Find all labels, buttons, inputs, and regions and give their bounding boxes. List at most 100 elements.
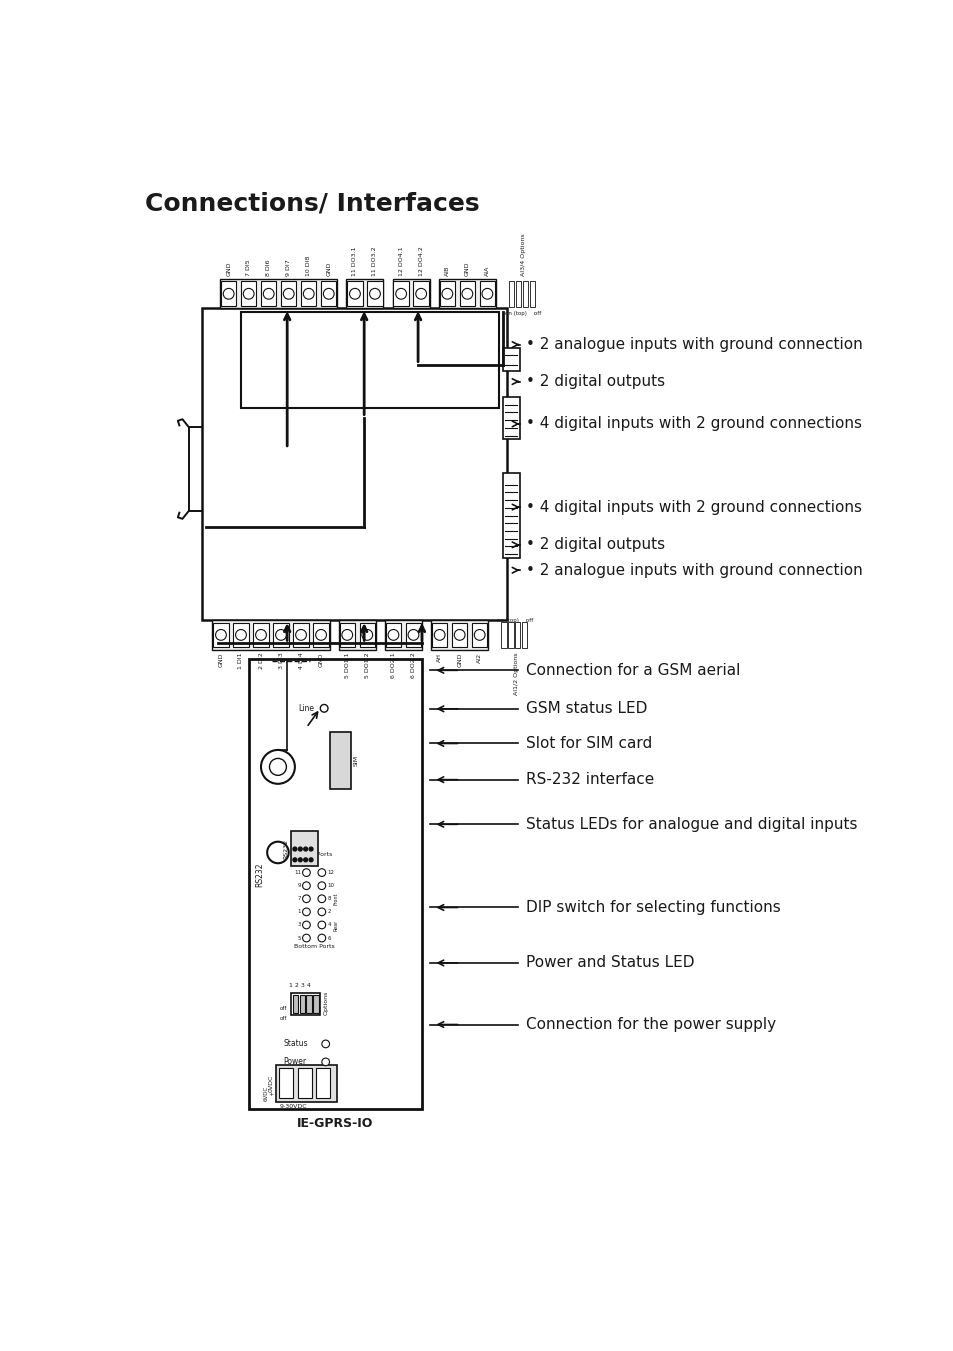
Bar <box>261 281 276 307</box>
Text: Rear: Rear <box>333 919 338 931</box>
Bar <box>508 281 514 307</box>
Text: 6 DO2.1: 6 DO2.1 <box>391 653 395 678</box>
Text: 9: 9 <box>297 884 301 888</box>
Text: 2 DI2: 2 DI2 <box>258 653 263 669</box>
Text: 6 DO2.2: 6 DO2.2 <box>411 653 416 678</box>
Bar <box>522 281 528 307</box>
Bar <box>459 281 475 307</box>
Bar <box>293 994 297 1013</box>
Text: Line: Line <box>298 704 314 713</box>
Text: 3 DI3: 3 DI3 <box>278 653 283 669</box>
Bar <box>347 281 362 307</box>
Bar <box>233 623 249 647</box>
Text: Front: Front <box>333 893 338 905</box>
Bar <box>393 280 429 308</box>
Text: GND: GND <box>318 653 323 667</box>
Bar <box>346 280 383 308</box>
Text: AIA: AIA <box>484 266 490 276</box>
Bar <box>213 620 329 650</box>
Text: GND: GND <box>326 262 331 276</box>
Bar <box>521 621 527 648</box>
Text: 11 DO3.2: 11 DO3.2 <box>372 246 377 276</box>
Text: 3: 3 <box>297 923 301 927</box>
Circle shape <box>309 847 313 851</box>
Text: AIB: AIB <box>444 266 450 276</box>
Text: GSM status LED: GSM status LED <box>525 701 646 716</box>
Text: 4: 4 <box>327 923 331 927</box>
Bar <box>306 994 312 1013</box>
Text: 10: 10 <box>327 884 334 888</box>
Bar <box>316 1069 330 1097</box>
Text: SIM: SIM <box>353 755 358 766</box>
Circle shape <box>302 921 310 928</box>
Bar <box>367 281 382 307</box>
Text: 4 DI4: 4 DI4 <box>298 653 303 669</box>
Bar <box>221 281 236 307</box>
Bar <box>339 623 355 647</box>
Text: 11 DO3.1: 11 DO3.1 <box>352 247 357 276</box>
Circle shape <box>309 858 313 862</box>
Text: AI2: AI2 <box>476 653 481 663</box>
Text: Rear: Rear <box>300 846 305 857</box>
Bar <box>297 1069 312 1097</box>
Text: 11: 11 <box>294 870 301 875</box>
Bar <box>393 281 409 307</box>
Text: Connections/ Interfaces: Connections/ Interfaces <box>145 192 478 215</box>
Text: • 2 digital outputs: • 2 digital outputs <box>525 374 664 389</box>
Text: 1 2 3 4: 1 2 3 4 <box>289 982 311 988</box>
Bar <box>432 623 447 647</box>
Text: 9 DI7: 9 DI7 <box>286 259 291 276</box>
Bar <box>516 281 520 307</box>
Text: 8: 8 <box>327 896 331 901</box>
Circle shape <box>317 921 325 928</box>
Text: Slot for SIM card: Slot for SIM card <box>525 736 652 751</box>
Circle shape <box>303 847 307 851</box>
Text: • 4 digital inputs with 2 ground connections: • 4 digital inputs with 2 ground connect… <box>525 500 861 515</box>
Text: 5: 5 <box>297 935 301 940</box>
Circle shape <box>321 1040 329 1048</box>
Text: GND: GND <box>464 262 470 276</box>
Circle shape <box>317 882 325 889</box>
Bar <box>220 280 336 308</box>
Text: 8 DI6: 8 DI6 <box>266 259 271 276</box>
Text: AI1/2 Options: AI1/2 Options <box>514 653 518 696</box>
Text: 1 DI1: 1 DI1 <box>238 653 243 669</box>
Bar <box>321 281 336 307</box>
Text: 1: 1 <box>297 909 301 915</box>
Text: IE-GPRS-IO: IE-GPRS-IO <box>296 1117 374 1129</box>
Bar <box>438 280 496 308</box>
Text: Status LEDs for analogue and digital inputs: Status LEDs for analogue and digital inp… <box>525 817 857 832</box>
Text: off: off <box>279 1016 287 1021</box>
Text: 12 DO4.1: 12 DO4.1 <box>398 246 403 276</box>
Text: 9-30VDC: 9-30VDC <box>279 1104 307 1109</box>
Bar <box>241 312 498 408</box>
Circle shape <box>317 908 325 916</box>
Bar <box>529 281 535 307</box>
Bar <box>359 623 375 647</box>
Text: Status: Status <box>283 1039 308 1048</box>
Text: 0VDC: 0VDC <box>268 1074 274 1092</box>
Bar <box>502 347 519 370</box>
Text: 6: 6 <box>327 935 331 940</box>
Text: • 4 digital inputs with 2 ground connections: • 4 digital inputs with 2 ground connect… <box>525 416 861 431</box>
Bar <box>281 281 296 307</box>
Circle shape <box>302 934 310 942</box>
Circle shape <box>267 842 289 863</box>
Bar <box>338 620 375 650</box>
Text: 6VDC: 6VDC <box>264 1086 269 1101</box>
Bar <box>213 623 229 647</box>
Text: AH: AH <box>436 653 441 662</box>
Circle shape <box>317 869 325 877</box>
Text: Connection for a GSM aerial: Connection for a GSM aerial <box>525 663 740 678</box>
Bar <box>249 659 421 1109</box>
Circle shape <box>302 869 310 877</box>
Circle shape <box>303 858 307 862</box>
Text: 7: 7 <box>297 896 301 901</box>
Bar <box>275 1065 336 1101</box>
Text: on (top)    off: on (top) off <box>497 617 533 623</box>
Bar <box>293 623 309 647</box>
Text: +: + <box>268 1092 274 1097</box>
Text: GND: GND <box>226 262 231 276</box>
Text: 12 DO4.2: 12 DO4.2 <box>418 246 423 276</box>
Text: RS-232 interface: RS-232 interface <box>525 773 654 788</box>
